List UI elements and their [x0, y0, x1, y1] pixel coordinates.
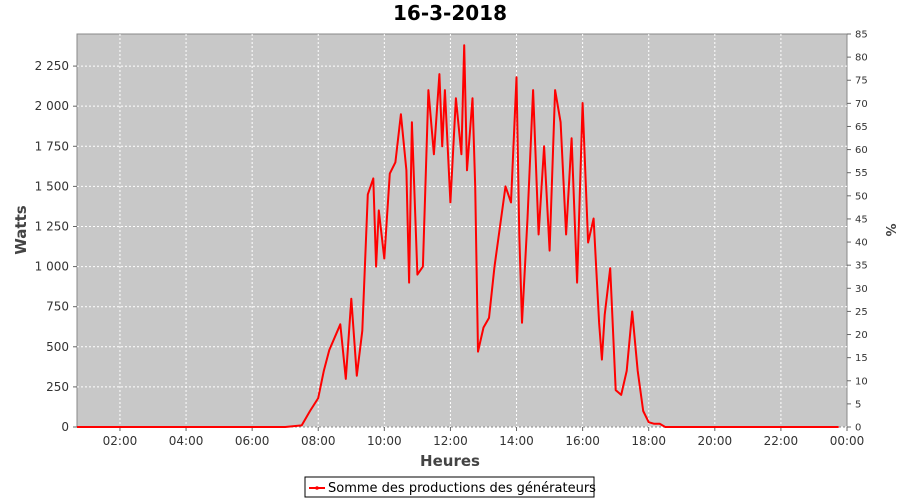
- y2-tick-label: 20: [855, 330, 868, 341]
- y-axis-label: Watts: [12, 205, 30, 254]
- x-tick-label: 14:00: [499, 434, 534, 448]
- y2-axis-label: %: [882, 223, 897, 236]
- y2-tick-label: 10: [855, 376, 868, 387]
- y2-tick-label: 25: [855, 307, 868, 318]
- y2-tick-label: 45: [855, 214, 868, 225]
- y2-tick-label: 55: [855, 168, 868, 179]
- y-tick-label: 500: [46, 340, 69, 354]
- legend-marker: [315, 486, 319, 490]
- y2-tick-label: 30: [855, 284, 868, 295]
- y2-tick-label: 70: [855, 99, 868, 110]
- y2-axis-ticks: 0 5 10 15 20 25 30 35 40 45 50 55 60 65 70 75 80 85: [847, 30, 868, 434]
- y2-tick-label: 15: [855, 353, 868, 364]
- x-tick-label: 16:00: [565, 434, 600, 448]
- chart-title: 16-3-2018: [393, 1, 507, 25]
- y2-tick-label: 50: [855, 191, 868, 202]
- x-tick-label: 18:00: [631, 434, 666, 448]
- x-tick-label: 22:00: [764, 434, 799, 448]
- y2-tick-label: 60: [855, 145, 868, 156]
- y-tick-label: 1 250: [35, 219, 69, 233]
- y-tick-label: 2 000: [35, 99, 69, 113]
- y-tick-label: 1 000: [35, 260, 69, 274]
- y-tick-label: 1 500: [35, 179, 69, 193]
- y2-tick-label: 80: [855, 53, 868, 64]
- legend: Somme des productions des générateurs: [304, 476, 596, 498]
- y2-tick-label: 85: [855, 30, 868, 41]
- series-line: [77, 44, 839, 428]
- x-axis-ticks: 02:00 04:00 06:00 08:00 10:00 12:00 14:00 16:00…: [103, 427, 865, 448]
- y2-tick-label: 40: [855, 238, 868, 249]
- x-axis-label: Heures: [420, 452, 480, 470]
- y-tick-label: 2 250: [35, 59, 69, 73]
- x-tick-label: 04:00: [169, 434, 204, 448]
- x-tick-label: 10:00: [367, 434, 402, 448]
- y-tick-label: 750: [46, 300, 69, 314]
- legend-label: Somme des productions des générateurs: [328, 481, 596, 496]
- legend-box: [304, 476, 595, 498]
- x-tick-label: 20:00: [698, 434, 733, 448]
- y2-tick-label: 0: [855, 423, 861, 434]
- x-tick-label: 06:00: [235, 434, 270, 448]
- y-tick-label: 0: [61, 420, 69, 434]
- x-tick-label: 00:00: [830, 434, 865, 448]
- x-tick-label: 02:00: [103, 434, 138, 448]
- y2-tick-label: 35: [855, 261, 868, 272]
- y-tick-label: 1 750: [35, 139, 69, 153]
- y-axis-ticks: 0 250 500 750 1 000 1 250 1 500 1 750 2 000 2 250: [35, 59, 77, 434]
- x-tick-label: 08:00: [301, 434, 336, 448]
- y2-tick-label: 5: [855, 399, 861, 410]
- y2-tick-label: 75: [855, 76, 868, 87]
- y-tick-label: 250: [46, 380, 69, 394]
- y2-tick-label: 65: [855, 122, 868, 133]
- x-tick-label: 12:00: [433, 434, 468, 448]
